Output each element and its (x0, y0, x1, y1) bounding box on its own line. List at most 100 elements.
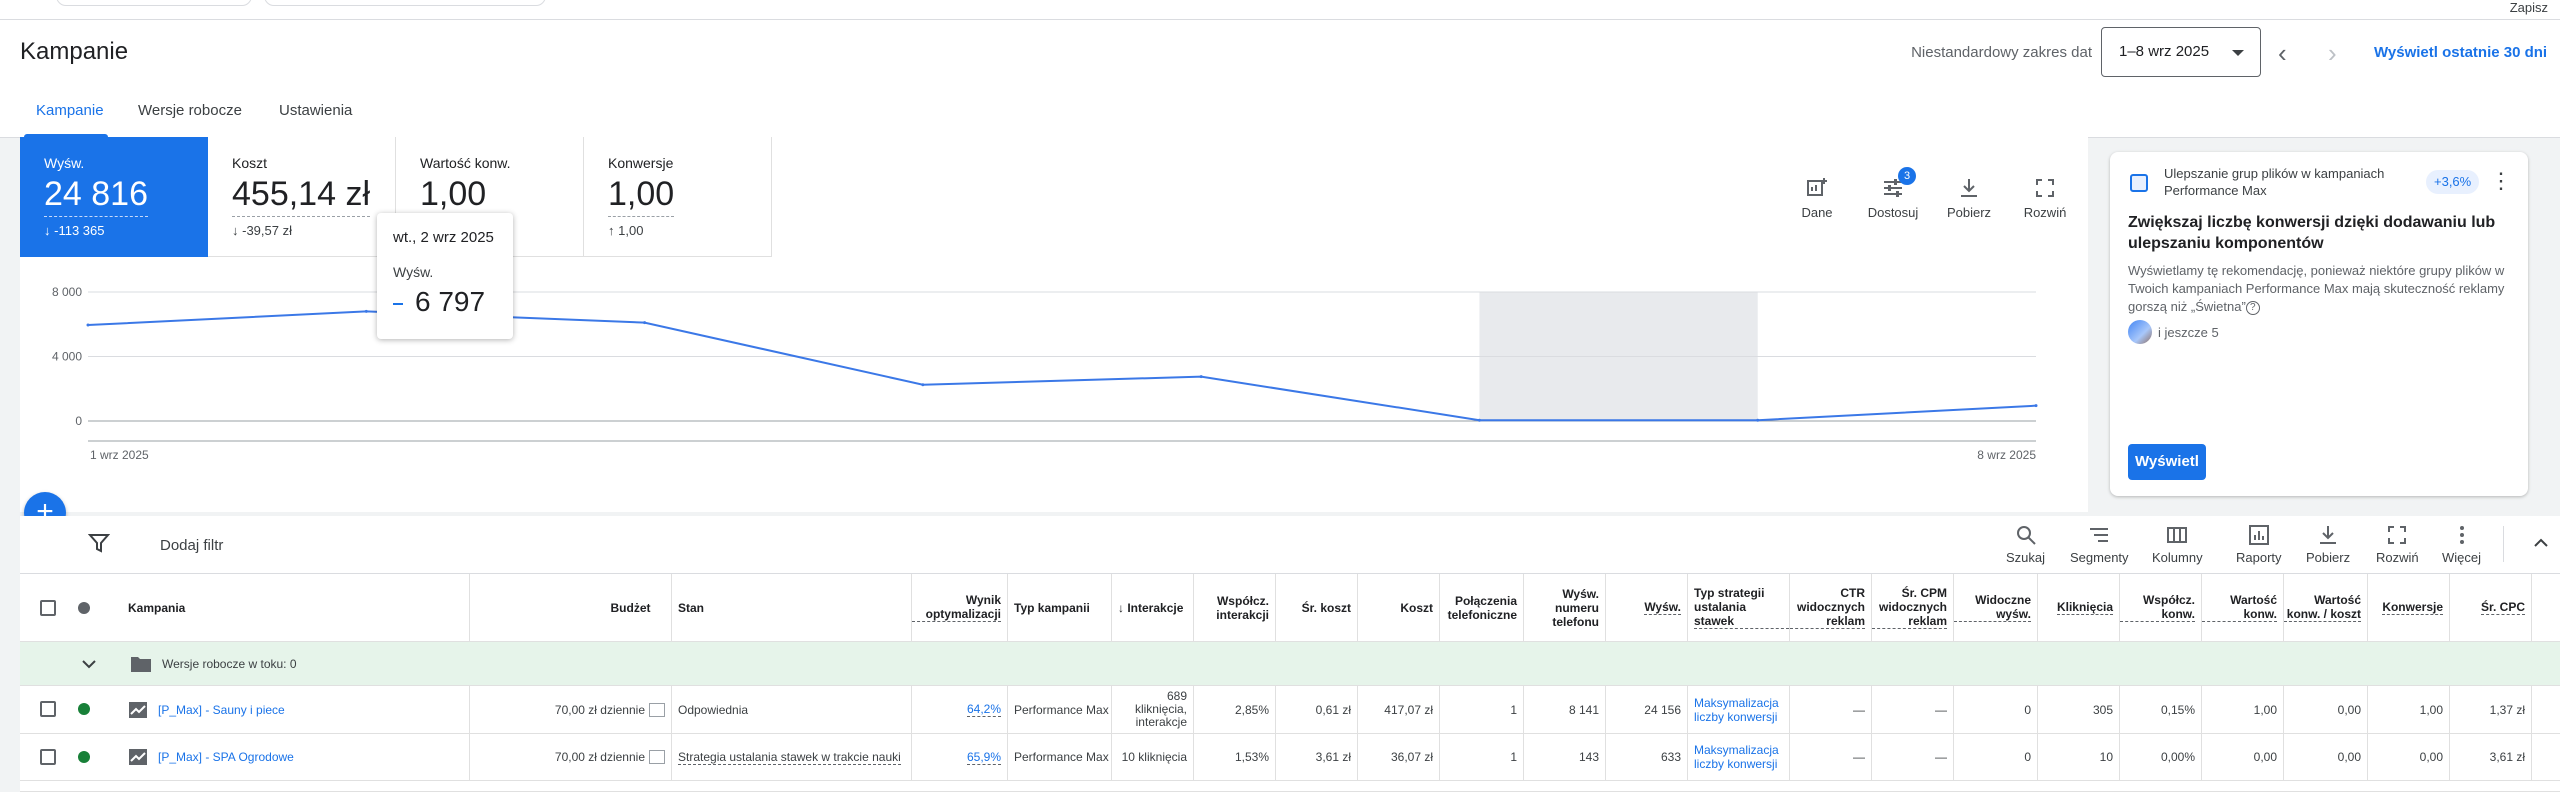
top-chip-left[interactable] (56, 0, 252, 6)
series-swatch (393, 302, 403, 305)
select-all-checkbox[interactable] (40, 600, 56, 616)
col-header-status[interactable]: Stan (672, 574, 912, 641)
tooltip-metric: Wyśw. (393, 264, 434, 280)
metric-card-cost[interactable]: Koszt 455,14 zł ↓ -39,57 zł (208, 137, 396, 257)
drafts-group-row[interactable]: Wersje robocze w toku: 0 (20, 642, 2560, 686)
col-header-viewable-cpm[interactable]: Śr. CPM widocznych reklam (1872, 574, 1954, 641)
columns-button[interactable]: Kolumny (2152, 524, 2203, 565)
clicks-cell: 305 (2038, 686, 2120, 733)
row-checkbox[interactable] (40, 701, 56, 717)
arrow-up-icon: ↑ (608, 223, 619, 238)
interaction-rate-cell: 1,53% (1194, 734, 1276, 780)
sort-arrow-icon: ↓ (1118, 600, 1128, 615)
metric-card-conversions[interactable]: Konwersje 1,00 ↑ 1,00 (584, 137, 772, 257)
bid-strategy-cell: Maksymalizacja liczby konwersji (1688, 686, 1790, 733)
tab-drafts[interactable]: Wersje robocze (138, 102, 242, 119)
viewable-ctr-cell: — (1790, 734, 1872, 780)
col-header-viewable-impressions[interactable]: Widoczne wyśw. (1954, 574, 2038, 641)
more-button[interactable]: Więcej (2442, 524, 2481, 565)
campaign-name-link[interactable]: [P_Max] - SPA Ogrodowe (158, 750, 294, 764)
tab-settings[interactable]: Ustawienia (279, 102, 353, 119)
campaign-name-link[interactable]: [P_Max] - Sauny i piece (158, 702, 285, 717)
date-range-picker[interactable]: 1–8 wrz 2025 (2101, 27, 2261, 77)
recommendation-header: Ulepszanie grup plików w kampaniach Perf… (2164, 166, 2385, 198)
show-last-30-days-link[interactable]: Wyświetl ostatnie 30 dni (2374, 44, 2548, 61)
campaign-cell: [P_Max] - SPA Ogrodowe (128, 734, 470, 780)
col-header-bid-strategy[interactable]: Typ strategii ustalania stawek (1688, 574, 1790, 641)
table-row[interactable]: [P_Max] - Sauny i piece 70,00 zł dzienni… (20, 686, 2560, 734)
add-filter-input[interactable]: Dodaj filtr (160, 537, 224, 554)
metric-card-conv-value[interactable]: Wartość konw. 1,00 (396, 137, 584, 257)
chevron-left-icon[interactable]: ‹ (2278, 38, 2287, 68)
status-cell: Strategia ustalania stawek w trakcie nau… (672, 734, 912, 780)
chevron-right-icon[interactable]: › (2328, 38, 2337, 68)
segments-button[interactable]: Segmenty (2070, 524, 2129, 565)
col-header-interaction-rate[interactable]: Współcz. interakcji (1194, 574, 1276, 641)
expand-table-button[interactable]: Rozwiń (2376, 524, 2419, 565)
col-header-impressions[interactable]: Wyśw. (1606, 574, 1688, 641)
segments-icon (2090, 528, 2109, 542)
customize-button[interactable]: 3 Dostosuj (1858, 167, 1928, 220)
col-header-phone-calls[interactable]: Połączenia telefoniczne (1440, 574, 1524, 641)
metric-delta: ↑ 1,00 (608, 223, 644, 238)
campaign-type-icon (129, 749, 147, 765)
row-checkbox[interactable] (40, 749, 56, 765)
table-row[interactable]: [P_Max] - SPA Ogrodowe 70,00 zł dziennie… (20, 734, 2560, 781)
download-icon (2320, 526, 2337, 544)
status-enabled-icon[interactable] (78, 751, 90, 763)
expand-chart-button[interactable]: Rozwiń (2010, 177, 2080, 220)
more-vert-icon[interactable]: ⋮ (2490, 168, 2512, 193)
data-point (1477, 418, 1481, 422)
tool-label: Raporty (2236, 550, 2282, 565)
col-header-phone-impressions[interactable]: Wyśw. numeru telefonu (1524, 574, 1606, 641)
status-enabled-icon[interactable] (78, 703, 90, 715)
filter-icon[interactable] (88, 532, 110, 554)
tab-campaigns[interactable]: Kampanie (36, 102, 104, 119)
recommendation-title: Zwiększaj liczbę konwersji dzięki dodawa… (2128, 214, 2496, 252)
help-icon[interactable]: ? (2245, 300, 2260, 315)
metric-card-impressions[interactable]: Wyśw. 24 816 ↓ -113 365 (20, 137, 208, 257)
drafts-group-label: Wersje robocze w toku: 0 (162, 657, 297, 671)
data-point (86, 323, 90, 327)
col-header-conv-rate[interactable]: Współcz. konw. (2120, 574, 2202, 641)
col-header-value-cost[interactable]: Wartość konw. / koszt (2284, 574, 2368, 641)
impressions-cell: 633 (1606, 734, 1688, 780)
metric-label: Koszt (232, 155, 268, 171)
col-header-avg-cost[interactable]: Śr. koszt (1276, 574, 1358, 641)
col-header-conversions[interactable]: Konwersje (2368, 574, 2450, 641)
data-point (364, 309, 368, 313)
col-header-cost[interactable]: Koszt (1358, 574, 1440, 641)
budget-chart-icon[interactable] (649, 750, 665, 764)
view-recommendation-button[interactable]: Wyświetl (2128, 444, 2206, 480)
col-header-conv-value[interactable]: Wartość konw. (2202, 574, 2284, 641)
reports-button[interactable]: Raporty (2236, 524, 2282, 565)
campaign-type-cell: Performance Max (1008, 686, 1112, 733)
data-point (1199, 375, 1203, 379)
col-header-clicks[interactable]: Kliknięcia (2038, 574, 2120, 641)
col-header-campaign[interactable]: Kampania (128, 574, 470, 641)
chevron-up-icon[interactable] (2532, 534, 2550, 552)
interaction-rate-cell: 2,85% (1194, 686, 1276, 733)
notification-badge: 3 (1898, 167, 1916, 185)
search-button[interactable]: Szukaj (2006, 524, 2045, 565)
budget-chart-icon[interactable] (649, 702, 665, 717)
col-header-budget[interactable]: Budżet (470, 574, 672, 641)
filter-toolbar: Dodaj filtr Szukaj Segmenty Kolumny Rapo… (20, 516, 2560, 574)
download-table-button[interactable]: Pobierz (2306, 524, 2350, 565)
col-header-viewable-ctr[interactable]: CTR widocznych reklam (1790, 574, 1872, 641)
top-chip-right[interactable] (264, 0, 546, 6)
viewable-cpm-cell: — (1872, 734, 1954, 780)
save-link[interactable]: Zapisz (2509, 0, 2548, 15)
col-header-opt-score[interactable]: Wynik optymalizacji (912, 574, 1008, 641)
chart-tooltip: wt., 2 wrz 2025 Wyśw. 6 797 (377, 213, 513, 339)
phone-calls-cell: 1 (1440, 734, 1524, 780)
metric-label: Wartość konw. (420, 155, 511, 171)
add-chart-button[interactable]: Dane (1782, 177, 1852, 220)
col-header-interactions[interactable]: ↓ Interakcje (1112, 574, 1194, 641)
col-header-avg-cpc[interactable]: Śr. CPC (2450, 574, 2532, 641)
x-tick-label: 8 wrz 2025 (1977, 448, 2036, 462)
account-avatar-icon (2128, 320, 2152, 344)
chevron-down-icon[interactable] (80, 655, 98, 673)
download-chart-button[interactable]: Pobierz (1934, 177, 2004, 220)
col-header-campaign-type[interactable]: Typ kampanii (1008, 574, 1112, 641)
